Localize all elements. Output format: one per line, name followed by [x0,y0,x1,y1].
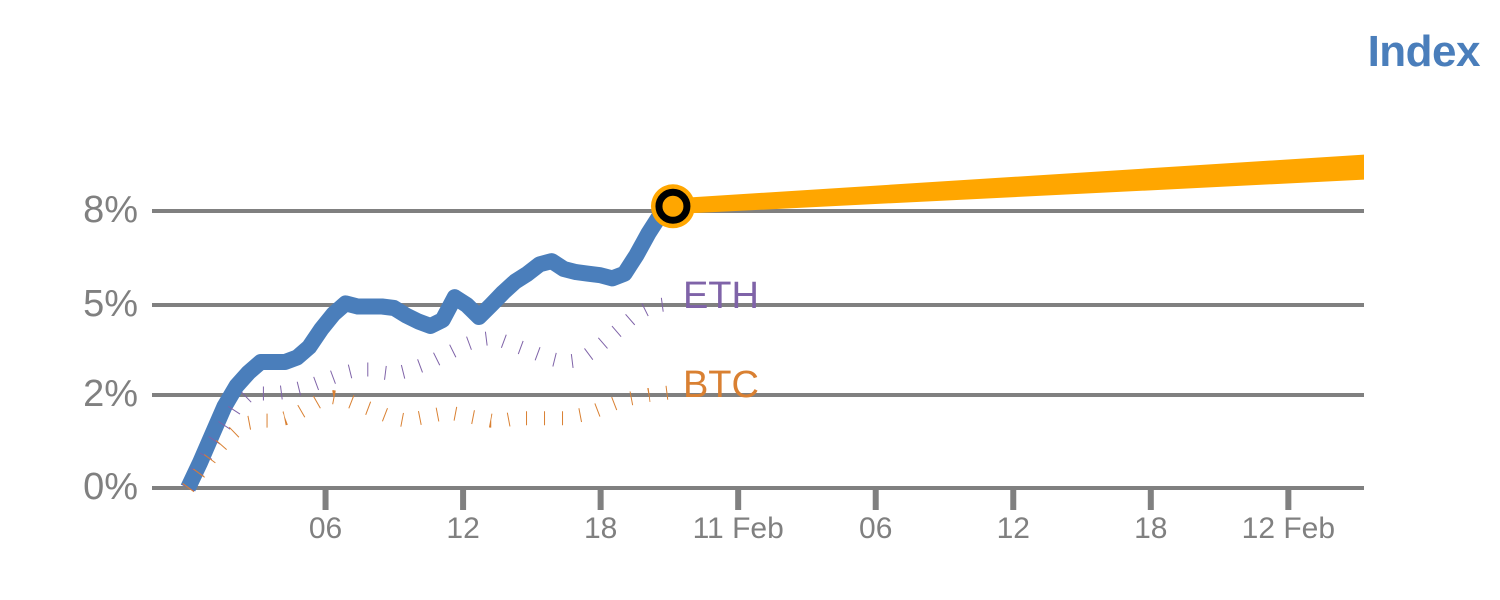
chart-title: Index [1367,27,1481,76]
x-axis-tick-label: 06 [859,512,893,545]
x-axis-tick-label: 12 Feb [1241,512,1336,545]
y-axis-tick-label: 5% [83,283,138,325]
x-axis-tick-label: 06 [308,512,343,545]
y-axis-tick-label: 0% [83,466,138,508]
y-axis-tick-label: 8% [83,189,138,231]
x-axis-tick-label: 12 [446,512,480,545]
x-axis-tick-label: 12 [996,512,1030,545]
x-axis-tick-label: 18 [583,512,618,545]
x-axis-tick-label: 18 [1134,512,1168,545]
x-axis-ticks [186,480,1359,510]
series-lines [180,199,678,493]
series-label-eth: ETH [682,275,759,318]
x-axis-tick-label: 11 Feb [692,512,784,545]
current-value-marker[interactable] [650,184,695,229]
gridlines [152,209,1364,490]
series-label-btc: BTC [682,364,759,406]
forecast-band [672,154,1364,215]
y-axis-tick-label: 2% [83,373,138,415]
